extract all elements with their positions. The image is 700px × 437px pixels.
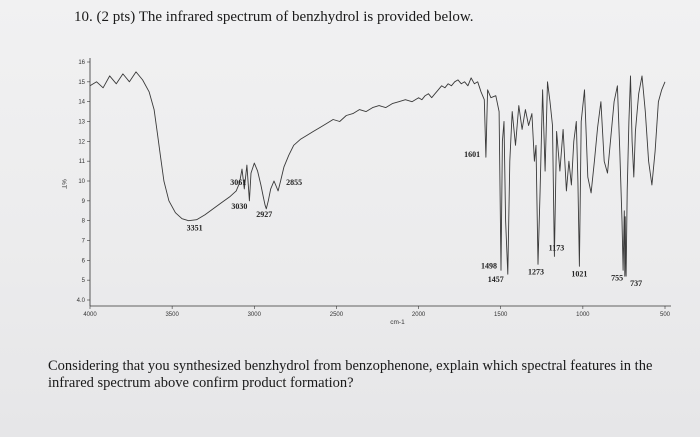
- chart-ticks: 4000 3500 3000 2500 2000 1500 1000 500 16 15 14 13 1…: [77, 60, 671, 318]
- x-tick-label: 4000: [83, 312, 97, 318]
- y-tick-label: 16: [78, 60, 85, 66]
- x-tick-label: 3000: [248, 312, 262, 318]
- peak-label-1173: 1173: [549, 243, 565, 252]
- x-tick-label: 2500: [330, 312, 344, 318]
- x-tick-label: 2000: [412, 312, 426, 318]
- y-tick-label: 12: [78, 139, 85, 145]
- y-tick-label: 7: [82, 239, 86, 245]
- y-tick-label: 6: [82, 258, 86, 264]
- y-tick-label: 11: [79, 159, 86, 165]
- spectrum-trace-group: [89, 71, 666, 277]
- question-prompt: Considering that you synthesized benzhyd…: [48, 358, 653, 391]
- y-tick-label: 8: [82, 219, 86, 225]
- peak-annotations: 3351 3061 3030 2927 2855 1601 1498 1457 1273 1173…: [187, 150, 642, 288]
- y-tick-label: 14: [78, 100, 85, 106]
- x-axis-label: cm-1: [390, 319, 405, 326]
- question-title: 10. (2 pts) The infrared spectrum of ben…: [74, 9, 474, 25]
- y-tick-label: 4.0: [77, 298, 86, 304]
- peak-label-2855: 2855: [286, 178, 302, 187]
- peak-label-2927: 2927: [256, 210, 272, 219]
- spectrum-line: [89, 71, 666, 277]
- peak-label-3030: 3030: [231, 202, 247, 211]
- x-tick-label: 1500: [494, 312, 508, 318]
- x-tick-label: 500: [660, 312, 671, 318]
- y-tick-label: 15: [78, 80, 85, 86]
- y-tick-label: 10: [78, 179, 85, 185]
- y-tick-label: 5: [82, 278, 86, 284]
- peak-label-755: 755: [611, 273, 623, 282]
- y-tick-label: 9: [82, 199, 86, 205]
- chart-axes: [89, 58, 671, 307]
- x-tick-label: 1000: [576, 312, 590, 318]
- y-tick-label: 13: [78, 120, 85, 126]
- y-axis-label: %T: [60, 179, 67, 189]
- peak-label-1498: 1498: [481, 261, 497, 270]
- peak-label-3351: 3351: [187, 224, 203, 233]
- peak-label-1273: 1273: [528, 267, 544, 276]
- x-tick-label: 3500: [165, 312, 179, 318]
- peak-label-3061: 3061: [230, 178, 246, 187]
- peak-label-1457: 1457: [488, 275, 504, 284]
- peak-label-737: 737: [630, 279, 642, 288]
- peak-label-1021: 1021: [571, 269, 587, 278]
- peak-label-1601: 1601: [464, 150, 480, 159]
